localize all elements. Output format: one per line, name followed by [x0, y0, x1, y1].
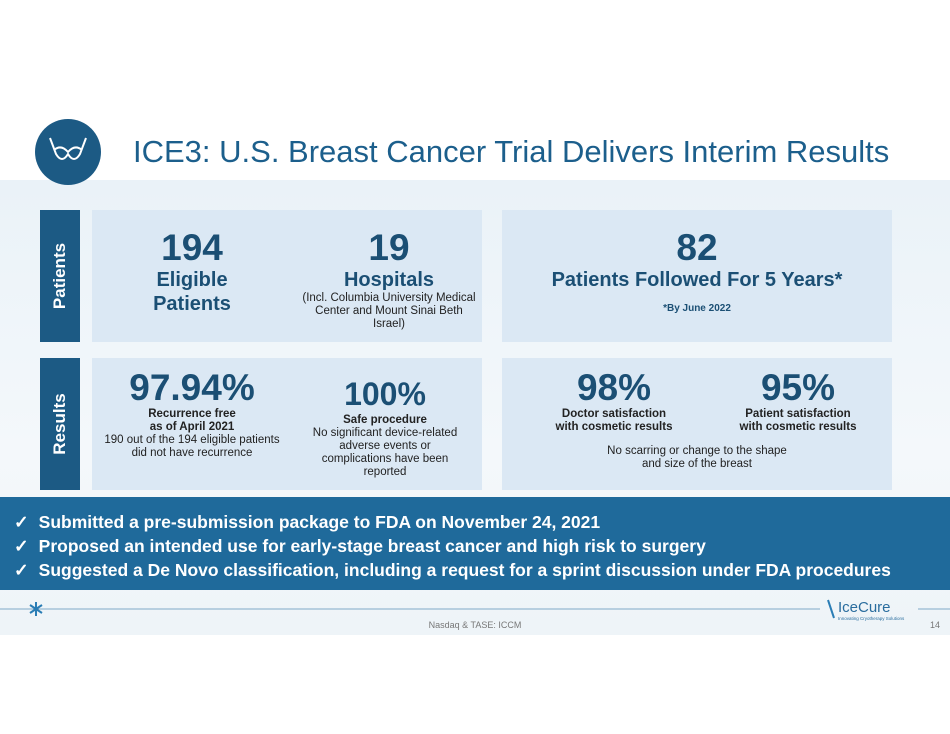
stat: 82 Patients Followed For 5 Years* *By Ju… [502, 228, 892, 315]
row-label: Results [40, 358, 80, 490]
stat-label: Safe procedure [343, 414, 427, 426]
stat-label: Patient satisfaction with cosmetic resul… [739, 408, 857, 433]
panel [92, 210, 482, 342]
stat-value: 19 [368, 227, 410, 268]
stat-label: Doctor satisfaction with cosmetic result… [555, 408, 673, 433]
stat: 97.94% Recurrence free as of April 2021 … [102, 368, 282, 460]
stat-label: Patients Followed For 5 Years* [551, 269, 843, 291]
bullet: Suggested a De Novo classification, incl… [14, 560, 891, 581]
stat-note: No significant device-related adverse ev… [312, 427, 458, 478]
logo-tagline: Innovating Cryotherapy Solutions [838, 616, 905, 621]
stat-value: 97.94% [129, 367, 255, 408]
stat-value: 98% [576, 367, 652, 408]
stat: 100% Safe procedure No significant devic… [305, 374, 465, 479]
bullet: Proposed an intended use for early-stage… [14, 536, 706, 557]
stat-note: 190 out of the 194 eligible patients did… [104, 434, 280, 459]
stat: 19 Hospitals (Incl. Columbia University … [300, 228, 478, 331]
breast-icon [35, 119, 101, 185]
row-label: Patients [40, 210, 80, 342]
row-label-text: Patients [50, 242, 69, 310]
panel [502, 358, 892, 490]
stat-note: *By June 2022 [663, 303, 731, 314]
stat-value: 194 [161, 227, 223, 268]
page-number: 14 [930, 620, 941, 630]
bullet: Submitted a pre-submission package to FD… [14, 512, 600, 533]
panel [92, 358, 482, 490]
stat: 95% Patient satisfaction with cosmetic r… [734, 368, 862, 434]
stat-value: 95% [760, 367, 836, 408]
panel [502, 210, 892, 342]
stat-label: Recurrence free as of April 2021 [148, 408, 236, 433]
stat-note: (Incl. Columbia University Medical Cente… [302, 292, 476, 330]
stat-label: Eligible Patients [153, 269, 231, 315]
logo: IceCure [838, 599, 891, 616]
stat: 98% Doctor satisfaction with cosmetic re… [550, 368, 678, 434]
stat-label: Hospitals [343, 269, 435, 291]
row-label-text: Results [50, 393, 69, 455]
footer-text: Nasdaq & TASE: ICCM [428, 620, 522, 630]
stat-value: 82 [676, 227, 718, 268]
title: ICE3: U.S. Breast Cancer Trial Delivers … [133, 134, 890, 169]
stat-note: No scarring or change to the shape and s… [607, 445, 787, 470]
stat-value: 100% [344, 376, 426, 412]
stat: 194 Eligible Patients [112, 228, 272, 316]
footer-line [0, 599, 950, 619]
